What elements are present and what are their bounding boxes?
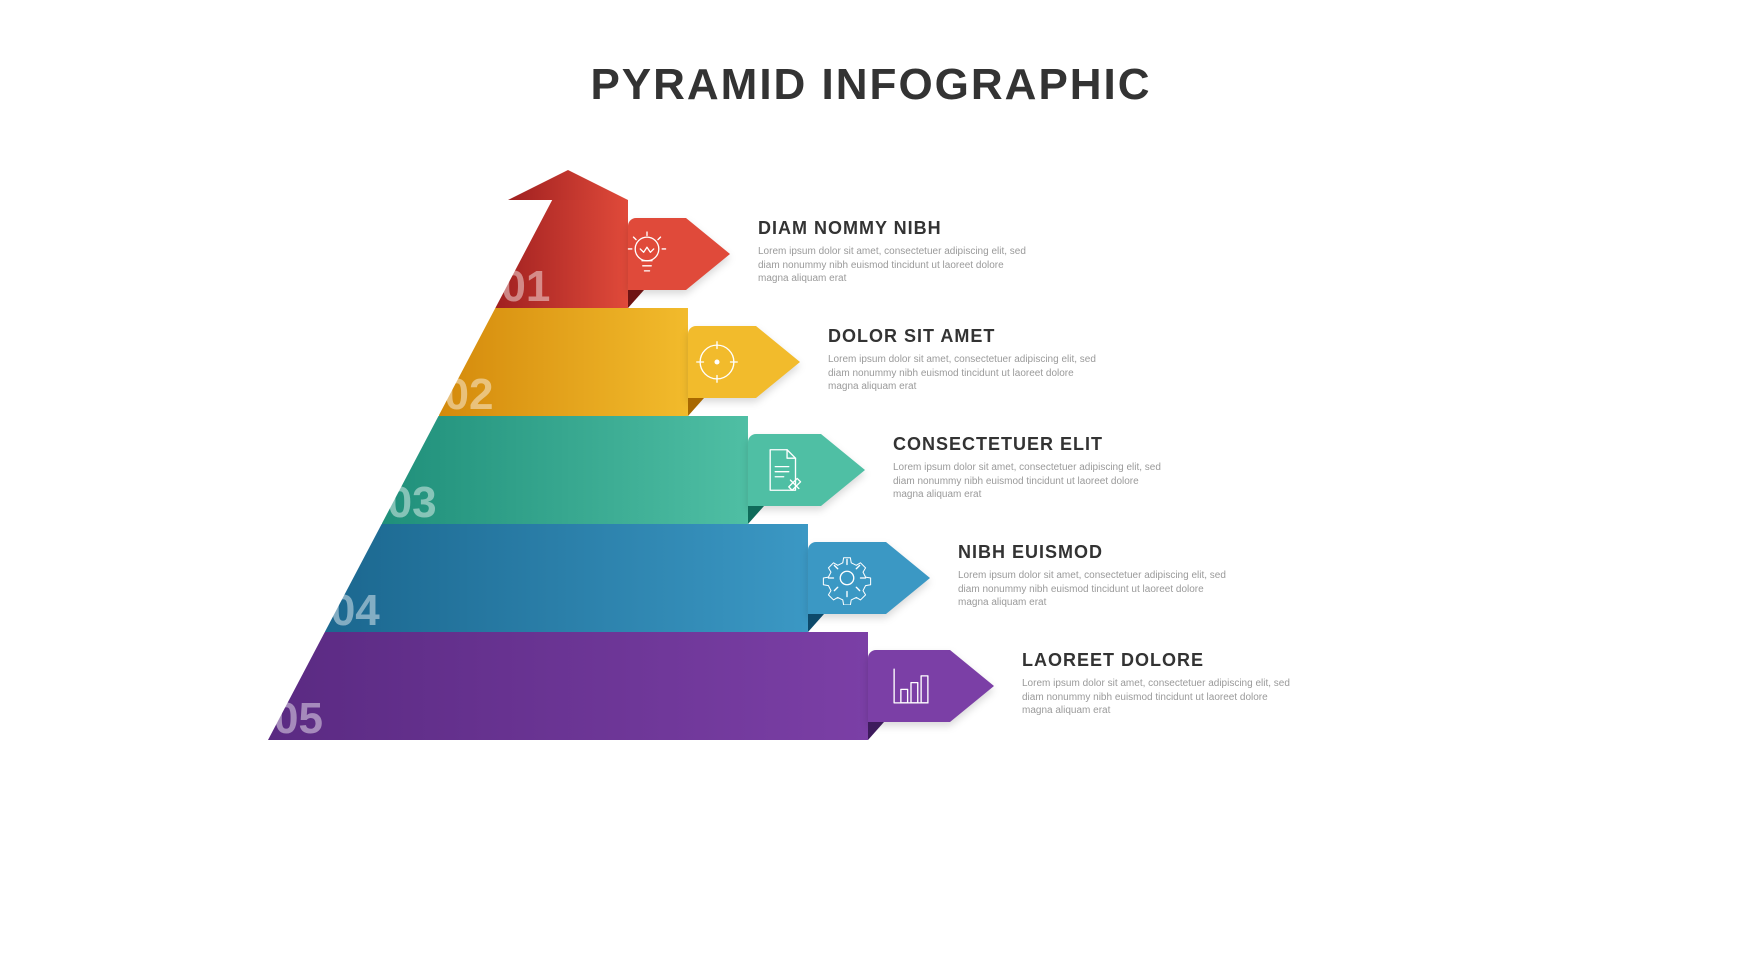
layer-description: Lorem ipsum dolor sit amet, consectetuer… xyxy=(1022,677,1292,718)
target-icon xyxy=(690,335,744,389)
layer-fold xyxy=(748,506,764,524)
lightbulb-icon xyxy=(620,227,674,281)
pyramid-layer-05: 05 LAOREET DOLORE Lorem ipsum dolor sit am… xyxy=(0,632,1742,740)
layer-heading: DOLOR SIT AMET xyxy=(828,326,1098,347)
layer-text: DIAM NOMMY NIBH Lorem ipsum dolor sit ame… xyxy=(758,218,1028,286)
gear-icon xyxy=(820,551,874,605)
pyramid-layer-04: 04 NIBH EUISMOD Lorem ipsum dolor sit amet… xyxy=(0,524,1742,632)
layer-bar xyxy=(268,632,868,740)
layer-text: NIBH EUISMOD Lorem ipsum dolor sit amet, … xyxy=(958,542,1228,610)
layer-text: CONSECTETUER ELIT Lorem ipsum dolor sit a… xyxy=(893,434,1163,502)
layer-number: 01 xyxy=(501,262,550,302)
pyramid-layer-02: 02 DOLOR SIT AMET Lorem ipsum dolor sit am… xyxy=(0,308,1742,416)
layer-heading: LAOREET DOLORE xyxy=(1022,650,1292,671)
document-icon xyxy=(755,443,809,497)
layer-fold xyxy=(688,398,704,416)
layer-heading: CONSECTETUER ELIT xyxy=(893,434,1163,455)
layer-fold xyxy=(628,290,644,308)
layer-text: DOLOR SIT AMET Lorem ipsum dolor sit amet… xyxy=(828,326,1098,394)
layer-description: Lorem ipsum dolor sit amet, consectetuer… xyxy=(828,353,1098,394)
pyramid-apex xyxy=(508,170,628,200)
layer-number: 05 xyxy=(274,694,323,734)
layer-fold xyxy=(868,722,884,740)
layer-description: Lorem ipsum dolor sit amet, consectetuer… xyxy=(893,461,1163,502)
layer-description: Lorem ipsum dolor sit amet, consectetuer… xyxy=(958,569,1228,610)
layer-number: 02 xyxy=(445,370,494,410)
pyramid-layer-01: 01 DIAM NOMMY NIBH Lorem ipsum dolor sit a… xyxy=(0,200,1742,308)
pyramid-layer-03: 03 CONSECTETUER ELIT Lorem ipsum dolor sit… xyxy=(0,416,1742,524)
barchart-icon xyxy=(884,659,938,713)
layer-description: Lorem ipsum dolor sit amet, consectetuer… xyxy=(758,245,1028,286)
page-title: PYRAMID INFOGRAPHIC xyxy=(0,60,1742,110)
layer-number: 03 xyxy=(388,478,437,518)
layer-heading: DIAM NOMMY NIBH xyxy=(758,218,1028,239)
layer-number: 04 xyxy=(331,586,380,626)
layer-bar xyxy=(325,524,808,632)
infographic-stage: PYRAMID INFOGRAPHIC 01 DIAM NOMMY NIBH Lor… xyxy=(0,0,1742,980)
layer-heading: NIBH EUISMOD xyxy=(958,542,1228,563)
layer-fold xyxy=(808,614,824,632)
layer-text: LAOREET DOLORE Lorem ipsum dolor sit amet… xyxy=(1022,650,1292,718)
